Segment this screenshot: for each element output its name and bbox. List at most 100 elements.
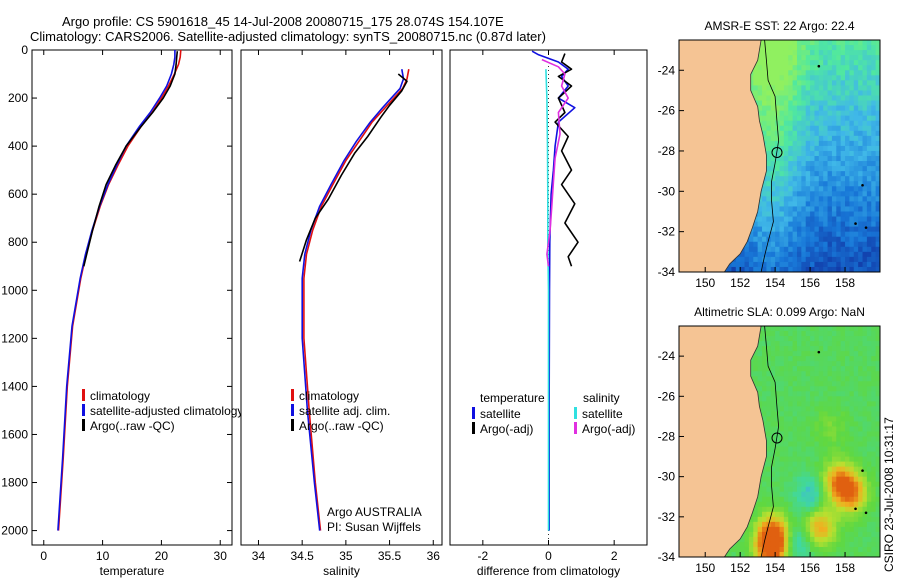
map-cell [775, 406, 781, 412]
map-cell [766, 145, 772, 152]
x-tick-label: 0 [40, 549, 47, 563]
map-cell [762, 80, 767, 86]
map-cell [875, 110, 880, 117]
map-cell [801, 75, 807, 81]
map-cell [827, 411, 833, 417]
map-cell [796, 231, 802, 238]
map-cell [823, 216, 829, 223]
map-cell [766, 226, 772, 233]
y-tick-label: -32 [658, 225, 676, 239]
map-cell [858, 191, 864, 197]
map-cell [827, 531, 833, 538]
map-cell [796, 341, 802, 347]
map-cell [818, 541, 824, 548]
map-cell [849, 526, 855, 533]
map-cell [845, 186, 851, 192]
map-cell [853, 150, 859, 157]
map-cell [818, 426, 824, 433]
map-cell [858, 366, 864, 372]
map-cell [823, 431, 829, 438]
map-cell [866, 55, 872, 61]
map-cell [875, 156, 880, 162]
map-cell [801, 511, 807, 518]
map-cell [762, 551, 767, 557]
map-cell [818, 206, 824, 213]
map-cell [858, 401, 864, 407]
map-cell [836, 326, 842, 332]
map-cell [849, 85, 855, 92]
map-cell [727, 266, 733, 272]
map-cell [757, 115, 763, 122]
map-cell [762, 186, 767, 192]
map-cell [779, 511, 785, 518]
map-cell [823, 366, 829, 372]
map-cell [849, 50, 855, 56]
map-cell [753, 261, 759, 268]
map-cell [836, 110, 842, 117]
map-cell [871, 411, 877, 417]
map-cell [748, 231, 754, 238]
map-cell [858, 206, 864, 213]
map-cell [818, 516, 824, 523]
map-cell [753, 90, 759, 97]
map-cell [840, 171, 846, 177]
map-cell [775, 396, 781, 402]
map-cell [827, 256, 833, 263]
map-cell [836, 80, 842, 86]
map-cell [853, 191, 859, 197]
map-cell [792, 541, 798, 548]
map-cell [836, 381, 842, 387]
map-cell [757, 75, 763, 81]
map-cell [875, 436, 880, 443]
map-cell [801, 351, 807, 357]
map-cell [827, 456, 833, 463]
map-cell [801, 441, 807, 448]
map-cell [762, 346, 767, 352]
map-cell [858, 266, 864, 272]
map-cell [853, 145, 859, 152]
map-cell [770, 140, 776, 147]
map-cell [814, 411, 820, 417]
map-cell [762, 481, 767, 488]
map-cell [796, 120, 802, 127]
map-cell [818, 396, 824, 402]
map-cell [862, 135, 868, 142]
map-cell [836, 45, 842, 51]
map-cell [801, 536, 807, 543]
map-cell [775, 496, 781, 503]
map-cell [766, 150, 772, 157]
map-cell [849, 196, 855, 202]
map-cell [762, 516, 767, 523]
map-cell [836, 266, 842, 272]
map-cell [836, 216, 842, 223]
map-cell [827, 90, 833, 97]
map-cell [862, 491, 868, 498]
map-cell [836, 186, 842, 192]
map-cell [875, 115, 880, 122]
map-cell [840, 386, 846, 392]
map-cell [788, 186, 794, 192]
map-cell [810, 135, 816, 142]
map-cell [853, 95, 859, 102]
map-cell [783, 396, 789, 402]
map-cell [875, 431, 880, 438]
map-cell [875, 406, 880, 412]
map-cell [845, 256, 851, 263]
y-tick-label: -28 [658, 429, 676, 443]
map-cell [823, 521, 829, 528]
map-cell [862, 95, 868, 102]
map-cell [823, 426, 829, 433]
map-cell [831, 266, 837, 272]
map-cell [779, 426, 785, 433]
map-cell [858, 376, 864, 382]
map-cell [862, 161, 868, 167]
map-cell [866, 191, 872, 197]
map-cell [770, 446, 776, 453]
map-cell [840, 466, 846, 473]
map-cell [818, 486, 824, 493]
map-cell [810, 191, 816, 197]
map-cell [845, 516, 851, 523]
map-cell [805, 125, 811, 132]
map-cell [818, 391, 824, 397]
x-tick-label: 156 [800, 561, 820, 575]
